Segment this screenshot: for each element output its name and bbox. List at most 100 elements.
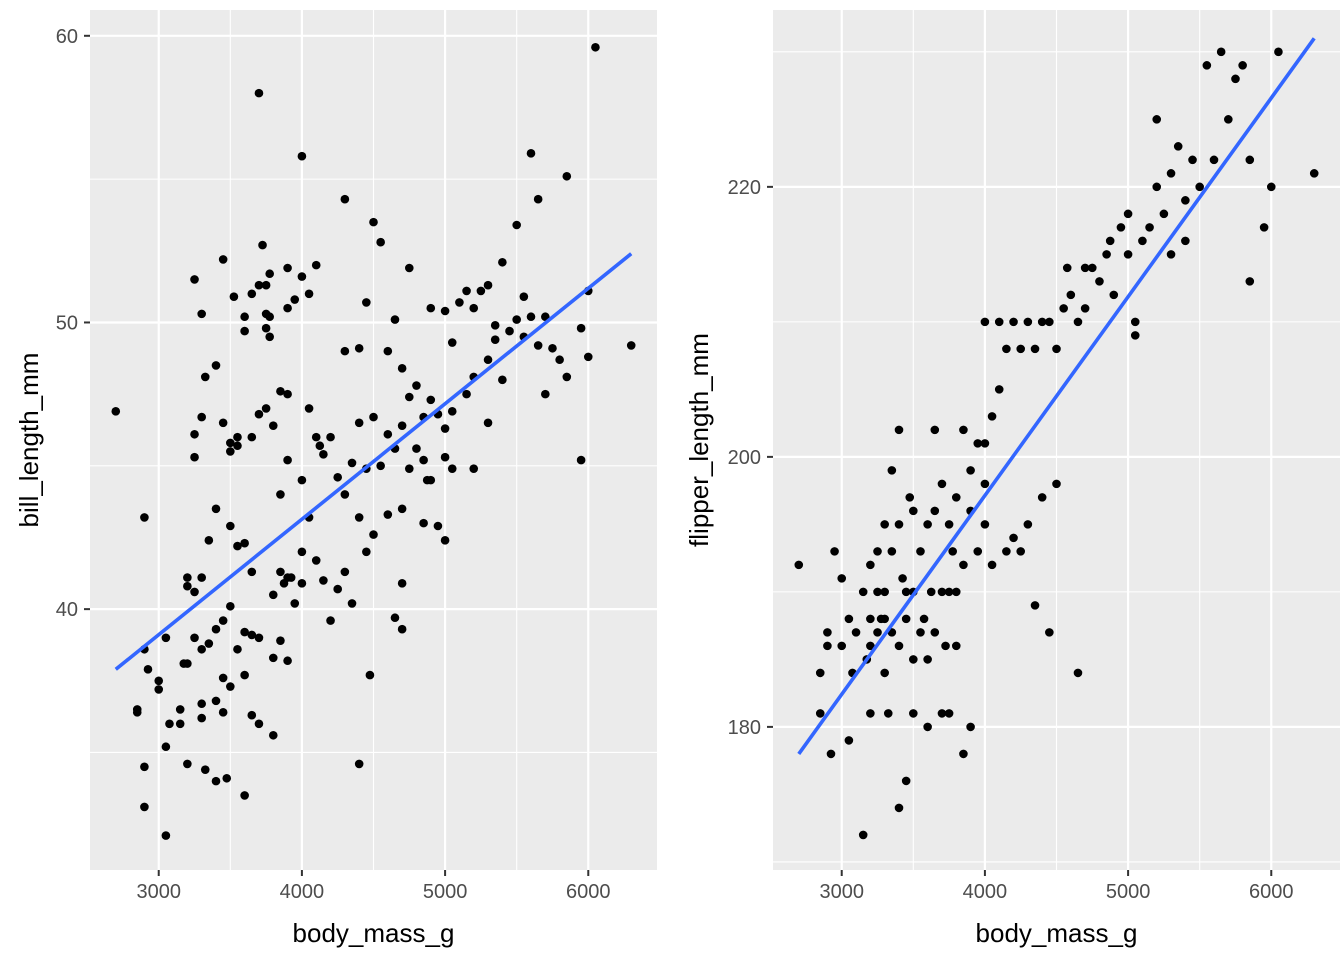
- data-point: [1202, 61, 1212, 70]
- data-point: [197, 699, 206, 709]
- data-point: [880, 614, 889, 624]
- data-point: [315, 441, 325, 451]
- data-point: [426, 475, 436, 485]
- data-point: [1080, 304, 1090, 313]
- data-point: [923, 655, 932, 664]
- data-point: [247, 432, 257, 442]
- data-point: [1016, 344, 1026, 354]
- data-point: [297, 272, 307, 281]
- right-y-axis-title: flipper_length_mm: [684, 333, 714, 547]
- data-point: [290, 295, 300, 304]
- left-panel: 3000 4000 5000 6000 40 50 60 body_mass_g bill…: [14, 10, 657, 948]
- data-point: [541, 312, 550, 322]
- data-point: [1030, 344, 1040, 354]
- data-point: [283, 656, 292, 666]
- data-point: [944, 520, 954, 529]
- data-point: [1073, 668, 1083, 678]
- data-point: [1066, 290, 1076, 300]
- data-point: [265, 269, 274, 279]
- y-tick-label: 200: [728, 447, 761, 469]
- data-point: [362, 547, 371, 557]
- data-point: [533, 194, 543, 204]
- data-point: [858, 587, 868, 597]
- data-point: [433, 521, 443, 531]
- data-point: [866, 641, 875, 651]
- data-point: [226, 682, 235, 691]
- right-x-axis-title: body_mass_g: [976, 918, 1138, 948]
- data-point: [880, 520, 889, 529]
- data-point: [894, 641, 904, 651]
- data-point: [941, 641, 950, 651]
- data-point: [1245, 277, 1255, 286]
- data-point: [980, 317, 990, 327]
- data-point: [926, 587, 936, 597]
- data-point: [455, 298, 464, 307]
- left-y-tick-labels: 40 50 60: [56, 26, 90, 621]
- data-point: [240, 791, 249, 800]
- data-point: [937, 587, 947, 597]
- data-point: [268, 421, 278, 430]
- left-x-axis-title: body_mass_g: [293, 918, 455, 948]
- data-point: [261, 323, 271, 333]
- data-point: [851, 628, 861, 637]
- data-point: [1159, 209, 1169, 219]
- data-point: [505, 326, 514, 336]
- data-point: [254, 719, 264, 729]
- data-point: [233, 441, 242, 451]
- data-point: [226, 438, 235, 448]
- data-point: [980, 520, 990, 529]
- data-point: [923, 722, 932, 732]
- data-point: [1045, 628, 1054, 637]
- data-point: [1023, 520, 1033, 529]
- data-point: [283, 263, 292, 273]
- data-point: [290, 599, 300, 608]
- data-point: [333, 584, 343, 594]
- data-point: [197, 412, 206, 422]
- data-point: [1002, 547, 1011, 556]
- data-point: [397, 504, 407, 514]
- data-point: [901, 776, 911, 786]
- data-point: [469, 464, 479, 473]
- data-point: [1016, 547, 1026, 556]
- data-point: [183, 573, 192, 582]
- data-point: [1224, 115, 1233, 124]
- data-point: [894, 425, 904, 435]
- x-tick-label: 6000: [1249, 881, 1294, 903]
- y-tick-label: 60: [56, 26, 78, 48]
- data-point: [1023, 317, 1033, 327]
- data-point: [426, 303, 436, 313]
- data-point: [994, 317, 1004, 327]
- data-point: [1030, 601, 1040, 610]
- data-point: [304, 289, 314, 299]
- data-point: [1102, 250, 1111, 259]
- data-point: [966, 466, 975, 475]
- data-point: [1105, 236, 1115, 246]
- data-point: [498, 375, 507, 385]
- data-point: [562, 171, 572, 181]
- data-point: [247, 630, 257, 640]
- data-point: [937, 709, 947, 718]
- data-point: [462, 286, 471, 296]
- data-point: [923, 520, 932, 529]
- x-tick-label: 4000: [280, 881, 325, 903]
- data-point: [483, 418, 493, 428]
- left-regression-line: [114, 252, 633, 671]
- data-point: [980, 479, 990, 489]
- data-point: [369, 412, 378, 422]
- data-point: [994, 385, 1004, 394]
- data-point: [268, 653, 278, 663]
- data-point: [383, 346, 393, 356]
- data-point: [132, 705, 142, 714]
- data-point: [286, 573, 296, 582]
- data-point: [1130, 317, 1140, 327]
- data-point: [498, 257, 507, 267]
- data-point: [880, 587, 889, 597]
- data-point: [311, 260, 321, 270]
- data-point: [397, 624, 407, 634]
- data-point: [1181, 196, 1190, 205]
- data-point: [340, 194, 350, 204]
- data-point: [959, 749, 968, 759]
- data-point: [211, 624, 221, 634]
- data-point: [1109, 290, 1119, 300]
- data-point: [826, 749, 836, 759]
